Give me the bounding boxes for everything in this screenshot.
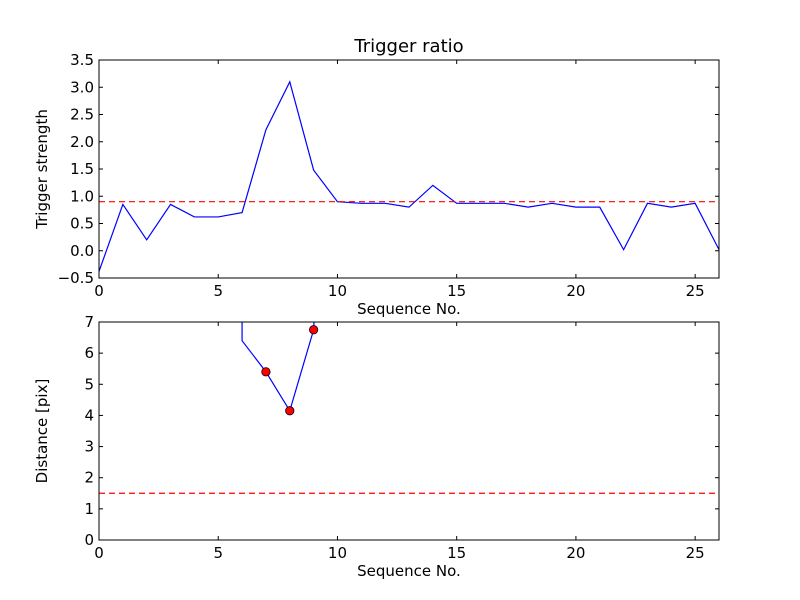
series-line-1 xyxy=(99,80,719,272)
data-point xyxy=(285,406,295,416)
x-axis-label: Sequence No. xyxy=(357,562,461,580)
y-tick-label: 2 xyxy=(84,469,94,487)
x-tick-label: 10 xyxy=(328,544,347,562)
plot-area xyxy=(99,322,719,494)
y-tick-label: 6 xyxy=(84,344,94,362)
y-tick-label: 0.5 xyxy=(70,215,94,233)
chart-panel-1: 0 5 10 15 20 25 −0.5 0.0 0.5 1.0 1.5 2.0 2.5 3.0 3.5 Se… xyxy=(33,36,720,318)
axes-frame xyxy=(98,321,720,541)
y-tick-label: 2.5 xyxy=(70,106,94,124)
x-tick-label: 5 xyxy=(213,282,223,300)
y-tick-label: 3 xyxy=(84,438,94,456)
y-tick-label: −0.5 xyxy=(58,269,94,287)
y-tick-label: 5 xyxy=(84,375,94,393)
data-point xyxy=(261,367,271,377)
y-axis-label: Trigger strength xyxy=(33,109,51,230)
y-tick-label: 0.0 xyxy=(70,242,94,260)
y-tick-label: 4 xyxy=(84,406,94,424)
x-tick-label: 15 xyxy=(447,282,466,300)
y-tick-label: 3.5 xyxy=(70,51,94,69)
x-tick-label: 5 xyxy=(213,544,223,562)
x-axis-label: Sequence No. xyxy=(357,300,461,318)
y-tick-label: 2.0 xyxy=(70,133,94,151)
x-tick-label: 10 xyxy=(328,282,347,300)
y-tick-label: 0 xyxy=(84,531,94,549)
x-tick-label: 20 xyxy=(566,544,585,562)
x-tick-label: 15 xyxy=(447,544,466,562)
x-tick-label: 0 xyxy=(94,282,104,300)
x-tick-label: 20 xyxy=(566,282,585,300)
y-tick-label: 1 xyxy=(84,500,94,518)
y-tick-label: 3.0 xyxy=(70,78,94,96)
x-tick-label: 25 xyxy=(686,544,705,562)
chart-panel-2: 0 5 10 15 20 25 0 1 2 3 4 5 6 7 Sequence No. Distance [… xyxy=(33,313,720,580)
x-tick-label: 25 xyxy=(686,282,705,300)
y-tick-label: 1.5 xyxy=(70,160,94,178)
x-tick-label: 0 xyxy=(94,544,104,562)
plot-area xyxy=(99,80,719,272)
chart-title: Trigger ratio xyxy=(353,36,463,57)
y-tick-label: 1.0 xyxy=(70,187,94,205)
y-tick-label: 7 xyxy=(84,313,94,331)
y-axis-label: Distance [pix] xyxy=(33,379,51,484)
data-point xyxy=(309,325,319,335)
